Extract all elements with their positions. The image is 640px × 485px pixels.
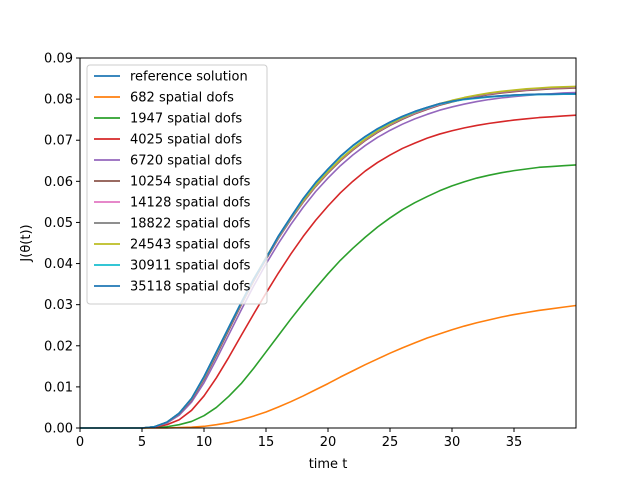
y-tick-label: 0.08 <box>44 93 73 108</box>
y-tick-label: 0.00 <box>44 422 73 437</box>
legend-label-0: reference solution <box>130 70 248 85</box>
y-tick-label: 0.02 <box>44 339 73 354</box>
x-tick-label: 0 <box>76 435 84 450</box>
legend-label-2: 1947 spatial dofs <box>130 112 242 127</box>
plot-series-group <box>80 85 577 429</box>
series-line-4 <box>80 91 577 429</box>
legend-label-10: 35118 spatial dofs <box>130 280 251 295</box>
y-tick-label: 0.04 <box>44 257 73 272</box>
legend-label-6: 14128 spatial dofs <box>130 196 251 211</box>
legend-label-9: 30911 spatial dofs <box>130 259 251 274</box>
series-line-3 <box>80 114 577 429</box>
x-tick-label: 35 <box>506 435 523 450</box>
y-axis: 0.00 0.01 0.02 0.03 0.04 0.05 0.06 0.07 0.08 0.09 <box>44 52 80 437</box>
legend-label-7: 18822 spatial dofs <box>130 217 251 232</box>
legend: reference solution 682 spatial dofs 1947 s… <box>86 64 268 305</box>
x-axis: 0 5 10 15 20 25 30 35 <box>76 428 522 450</box>
series-line-2 <box>80 164 577 429</box>
y-axis-label: J(θ(t)) <box>19 224 34 262</box>
legend-label-8: 24543 spatial dofs <box>130 238 251 253</box>
x-tick-label: 5 <box>138 435 146 450</box>
series-line-1 <box>80 304 577 429</box>
x-tick-label: 15 <box>258 435 275 450</box>
series-line-10 <box>80 92 576 429</box>
y-tick-label: 0.03 <box>44 298 73 313</box>
y-tick-label: 0.07 <box>44 134 73 149</box>
legend-label-3: 4025 spatial dofs <box>130 133 242 148</box>
x-tick-label: 30 <box>444 435 461 450</box>
y-tick-label: 0.06 <box>44 175 73 190</box>
legend-label-1: 682 spatial dofs <box>130 91 234 106</box>
y-tick-label: 0.01 <box>44 380 73 395</box>
legend-label-5: 10254 spatial dofs <box>130 175 251 190</box>
x-tick-label: 25 <box>382 435 399 450</box>
y-tick-label: 0.05 <box>44 216 73 231</box>
legend-label-4: 6720 spatial dofs <box>130 154 242 169</box>
legend-box <box>86 64 268 305</box>
y-tick-label: 0.09 <box>44 52 73 67</box>
x-tick-label: 10 <box>196 435 213 450</box>
x-axis-label: time t <box>309 457 348 472</box>
x-tick-label: 20 <box>320 435 337 450</box>
